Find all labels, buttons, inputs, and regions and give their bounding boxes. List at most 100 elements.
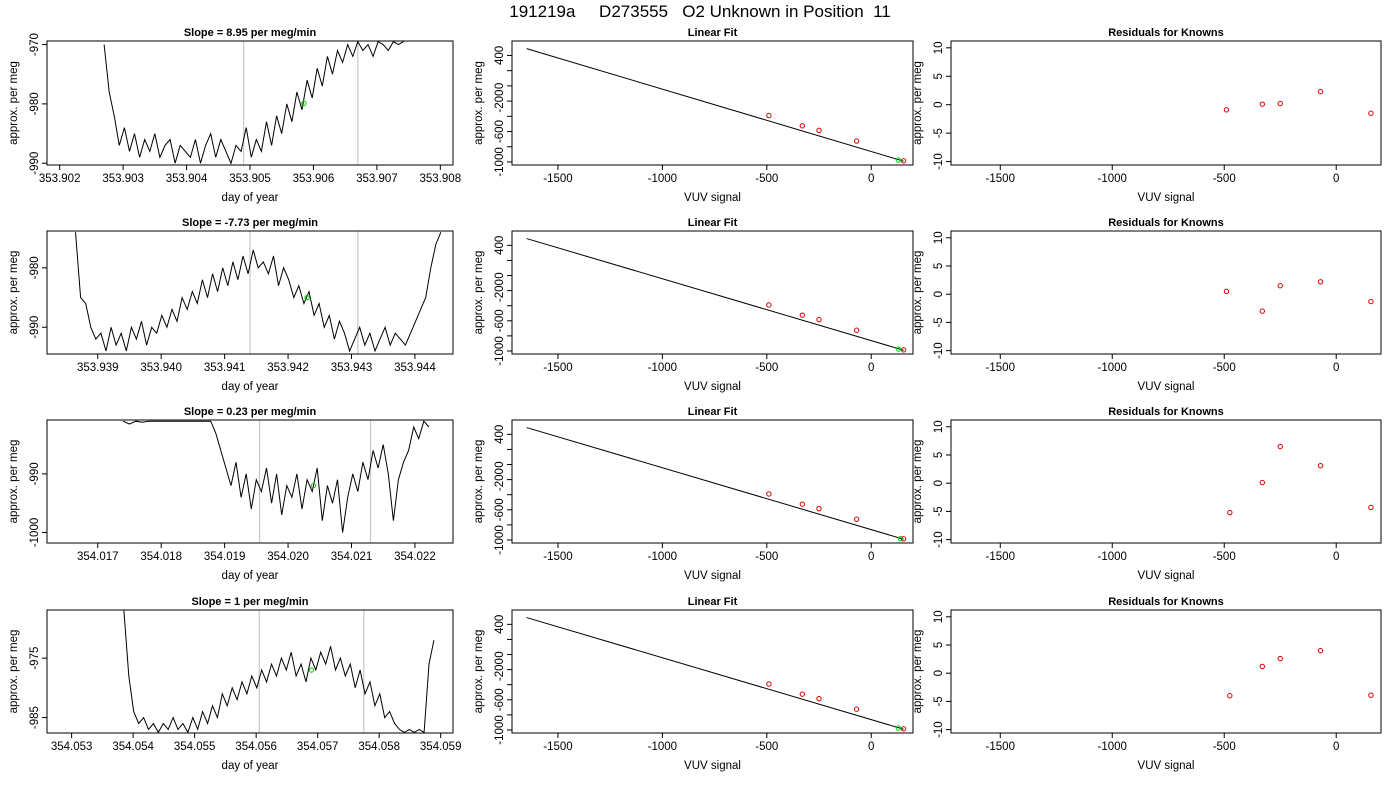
x-tick-label: -1000 [648, 362, 677, 374]
x-axis-label: day of year [222, 570, 279, 582]
known-point [1227, 509, 1233, 516]
y-tick-label: 0 [494, 461, 506, 467]
plot-frame [950, 230, 1382, 355]
plot-area [526, 617, 907, 732]
x-axis: 353.939 353.940 353.941 353.942 353.943 353.9… [77, 353, 436, 374]
known-point [766, 681, 772, 687]
x-axis-label: VUV signal [684, 570, 741, 582]
known-point [1227, 693, 1233, 699]
x-axis: -1500 -1000 -500 0 [986, 353, 1339, 374]
y-tick-label: 400 [494, 425, 506, 444]
x-tick-label: -500 [755, 173, 778, 185]
y-tick-label: 10 [933, 610, 945, 623]
plot-area [123, 610, 435, 733]
panel-title: Slope = 8.95 per meg/min [184, 27, 317, 39]
plot-frame [950, 419, 1382, 544]
x-tick-label: 353.944 [394, 362, 436, 374]
y-tick-label: -200 [494, 658, 506, 681]
y-axis-label: approx. per meg [473, 61, 485, 145]
y-tick-label: 400 [494, 236, 506, 255]
y-tick-label: 5 [933, 642, 945, 648]
x-tick-label: -500 [1213, 741, 1236, 753]
panel-title: Linear Fit [688, 27, 738, 39]
plot-frame [46, 419, 454, 544]
signal-series-line [123, 610, 435, 733]
chart-panel-2-3: Residuals for Knowns -1500 -1000 -500 0 VUV s… [912, 217, 1382, 393]
panel-title: Residuals for Knowns [1108, 217, 1224, 229]
x-axis-label: VUV signal [1138, 192, 1195, 204]
y-axis-label: approx. per meg [912, 440, 924, 524]
known-point [900, 536, 907, 542]
plot-area [75, 231, 442, 354]
fit-line [526, 238, 904, 351]
known-point [1223, 107, 1230, 113]
y-tick-label: 0 [933, 102, 945, 108]
chart-panel-1-3: Residuals for Knowns -1500 -1000 -500 0 VUV s… [912, 27, 1382, 204]
known-point [799, 691, 806, 697]
x-tick-label: 353.942 [267, 362, 309, 374]
x-tick-label: 354.053 [51, 741, 93, 753]
known-point [1277, 443, 1283, 450]
x-tick-label: -1500 [986, 551, 1015, 563]
known-point [900, 726, 907, 732]
known-point [1317, 463, 1324, 469]
y-tick-label: 5 [933, 263, 945, 269]
y-tick-label: 0 [494, 272, 506, 278]
unknown-point [895, 157, 902, 163]
y-tick-label: -600 [494, 120, 506, 143]
known-point [1277, 100, 1283, 107]
y-axis: -990 -980 [29, 256, 48, 339]
panel-title: Linear Fit [688, 406, 738, 418]
x-tick-label: 354.021 [331, 551, 373, 563]
unknown-mean-point [310, 482, 317, 489]
y-tick-label: 0 [494, 83, 506, 89]
y-tick-label: -10 [933, 342, 945, 359]
signal-series-line [75, 232, 442, 353]
x-axis: -1500 -1000 -500 0 [986, 732, 1339, 753]
x-tick-label: 0 [1333, 551, 1339, 563]
known-point [1259, 101, 1266, 107]
x-tick-label: -1000 [648, 551, 677, 563]
y-tick-label: 10 [933, 231, 945, 244]
x-tick-label: -500 [755, 551, 778, 563]
x-tick-label: -1500 [543, 741, 572, 753]
plot-frame [511, 609, 914, 734]
x-axis-label: day of year [222, 192, 279, 204]
y-tick-label: 0 [933, 480, 945, 486]
x-tick-label: 354.054 [112, 741, 154, 753]
plot-area [1227, 647, 1374, 699]
panel-title: Linear Fit [688, 596, 738, 608]
unknown-mean-point [301, 100, 307, 106]
x-axis-label: VUV signal [684, 760, 741, 772]
x-tick-label: 353.906 [293, 173, 335, 185]
x-tick-label: 353.908 [420, 173, 462, 185]
known-point [816, 505, 822, 512]
y-tick-label: -200 [494, 468, 506, 491]
x-axis: -1500 -1000 -500 0 [986, 542, 1339, 563]
known-point [799, 123, 806, 129]
x-tick-label: 353.905 [229, 173, 271, 185]
y-axis-label: approx. per meg [912, 251, 924, 335]
x-tick-label: 353.907 [356, 173, 398, 185]
known-point [853, 138, 860, 144]
known-point [1368, 298, 1374, 305]
plot-frame [46, 230, 454, 355]
plot-frame [950, 40, 1382, 166]
x-tick-label: -1500 [986, 173, 1015, 185]
x-tick-label: -1000 [1098, 362, 1127, 374]
y-tick-label: 10 [933, 41, 945, 54]
y-tick-label: 0 [494, 651, 506, 657]
y-tick-label: -990 [29, 316, 41, 339]
unknown-point [897, 535, 904, 542]
y-tick-label: -990 [29, 152, 41, 175]
x-axis-label: day of year [222, 760, 279, 772]
y-tick-label: -1000 [494, 715, 506, 744]
x-tick-label: -1000 [648, 741, 677, 753]
known-point [799, 501, 806, 507]
y-axis-label: approx. per meg [8, 630, 20, 714]
known-point [853, 516, 860, 522]
panel-title: Linear Fit [688, 217, 738, 229]
chart-panel-4-3: Residuals for Knowns -1500 -1000 -500 0 VUV s… [912, 596, 1382, 772]
